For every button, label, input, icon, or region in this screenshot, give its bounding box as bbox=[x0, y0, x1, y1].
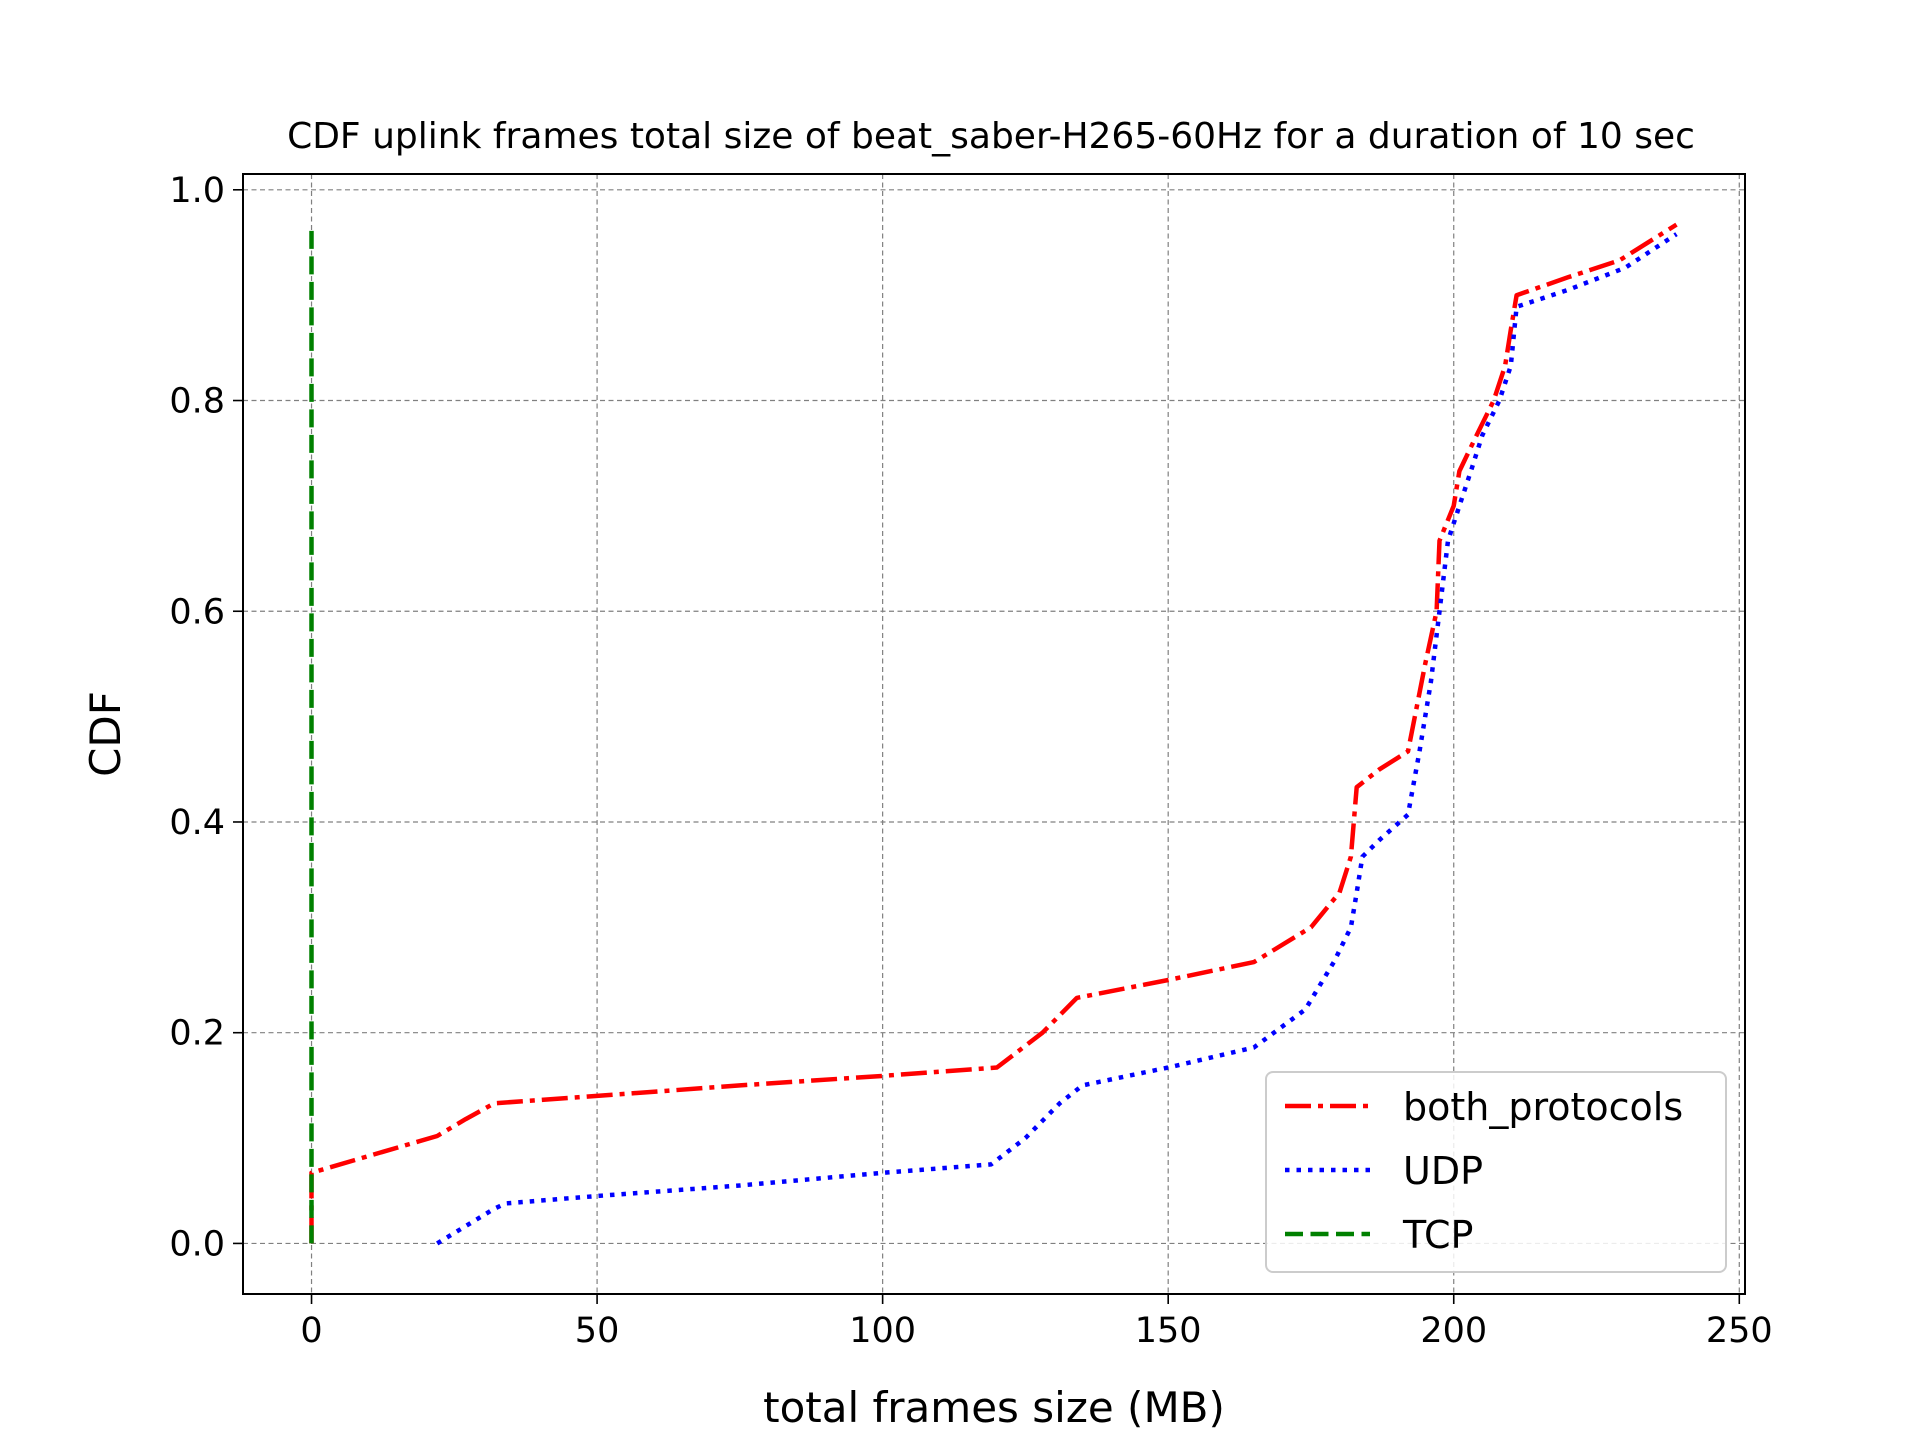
y-tick-label: 0.4 bbox=[169, 803, 225, 843]
x-tick-label: 50 bbox=[575, 1311, 620, 1351]
grid-lines bbox=[243, 174, 1745, 1294]
x-axis-title: total frames size (MB) bbox=[763, 1383, 1225, 1432]
legend-label-udp: UDP bbox=[1403, 1149, 1483, 1193]
y-tick-label: 0.2 bbox=[169, 1014, 225, 1054]
y-axis-title: CDF bbox=[81, 691, 130, 777]
y-axis-ticks: 0.0 0.2 0.4 0.6 0.8 1.0 bbox=[169, 171, 243, 1264]
x-tick-label: 100 bbox=[849, 1311, 916, 1351]
x-tick-label: 200 bbox=[1420, 1311, 1487, 1351]
legend-label-tcp: TCP bbox=[1402, 1213, 1473, 1257]
chart-title: CDF uplink frames total size of beat_sab… bbox=[287, 116, 1695, 157]
y-tick-label: 1.0 bbox=[169, 171, 225, 211]
x-axis-ticks: 0 50 100 150 200 250 bbox=[300, 1294, 1773, 1351]
y-tick-label: 0.0 bbox=[169, 1224, 225, 1264]
chart-legend: both_protocols UDP TCP bbox=[1265, 1071, 1727, 1273]
y-tick-label: 0.6 bbox=[169, 592, 225, 632]
legend-frame bbox=[1265, 1071, 1727, 1273]
series-line-udp bbox=[436, 232, 1678, 1246]
x-tick-label: 250 bbox=[1706, 1311, 1773, 1351]
plot-area-frame bbox=[242, 173, 1746, 1295]
legend-label-both-protocols: both_protocols bbox=[1403, 1085, 1683, 1129]
x-tick-label: 150 bbox=[1135, 1311, 1202, 1351]
data-series bbox=[309, 222, 1678, 1246]
series-line-both-protocols bbox=[309, 222, 1678, 1244]
x-tick-label: 0 bbox=[300, 1311, 322, 1351]
y-tick-label: 0.8 bbox=[169, 382, 225, 422]
